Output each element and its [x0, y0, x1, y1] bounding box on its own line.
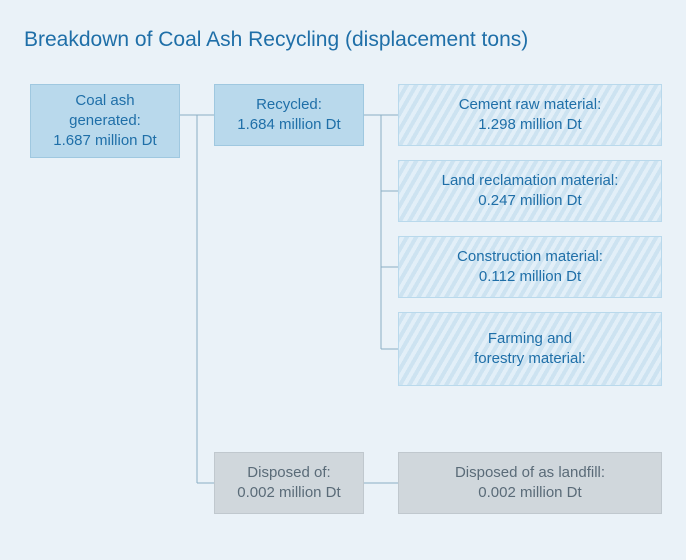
node-text: Construction material:	[457, 247, 603, 267]
node-farming: Farming and forestry material:	[398, 312, 662, 386]
node-text: Coal ash	[75, 91, 134, 111]
node-text: Disposed of:	[247, 463, 330, 483]
node-text: 1.684 million Dt	[237, 115, 340, 135]
node-text: Recycled:	[256, 95, 322, 115]
node-text: forestry material:	[474, 349, 586, 369]
node-text: Farming and	[488, 329, 572, 349]
node-construction: Construction material: 0.112 million Dt	[398, 236, 662, 298]
node-text: Land reclamation material:	[442, 171, 619, 191]
node-text: Cement raw material:	[459, 95, 602, 115]
node-text: 1.298 million Dt	[478, 115, 581, 135]
node-text: Disposed of as landfill:	[455, 463, 605, 483]
node-landfill: Disposed of as landfill: 0.002 million D…	[398, 452, 662, 514]
node-text: 1.687 million Dt	[53, 131, 156, 151]
node-text: 0.002 million Dt	[237, 483, 340, 503]
node-text: generated:	[69, 111, 141, 131]
node-disposed: Disposed of: 0.002 million Dt	[214, 452, 364, 514]
node-text: 0.112 million Dt	[479, 267, 581, 287]
node-text: 0.247 million Dt	[478, 191, 581, 211]
node-land: Land reclamation material: 0.247 million…	[398, 160, 662, 222]
node-recycled: Recycled: 1.684 million Dt	[214, 84, 364, 146]
page-title: Breakdown of Coal Ash Recycling (displac…	[24, 28, 662, 52]
node-text: 0.002 million Dt	[478, 483, 581, 503]
node-root: Coal ash generated: 1.687 million Dt	[30, 84, 180, 158]
node-cement: Cement raw material: 1.298 million Dt	[398, 84, 662, 146]
